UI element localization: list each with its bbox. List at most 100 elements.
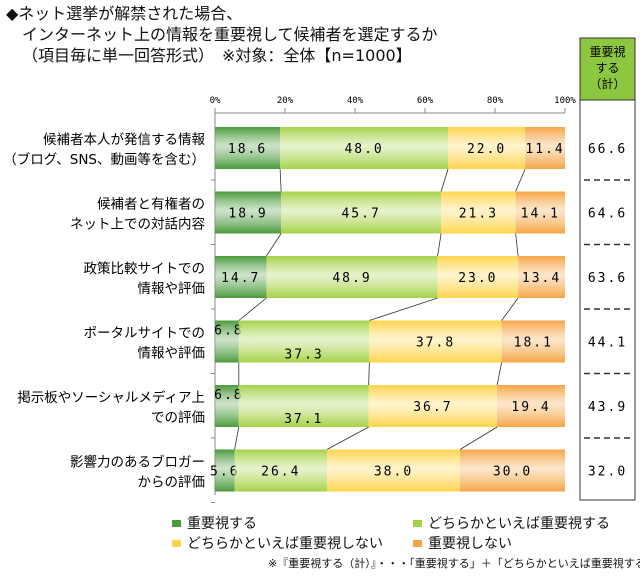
legend-item-2: どちらかといえば重要視しない [172,533,383,553]
chart-title-line-1: ◆ネット選挙が解禁された場合、 [6,4,243,23]
category-label: での評価 [151,410,205,426]
bar-segment [215,385,239,427]
data-label: 38.0 [374,465,413,480]
series-connector-line [515,233,519,257]
bar-segment [215,320,239,363]
total-value: 63.6 [588,271,627,286]
legend-label: 重要視する [187,516,257,532]
data-label: 45.7 [341,207,380,222]
category-label: 候補者と有権者の [97,196,205,213]
x-tick-label: 60% [417,96,434,106]
chart-title-line-2: インターネット上の情報を重要視して候補者を選定するか [22,25,438,44]
category-label: 情報や評価 [138,281,206,297]
x-tick-label: 0% [210,96,221,106]
legend-swatch [172,539,181,547]
bar-segment [448,127,526,169]
legend-swatch [413,519,422,527]
legend-item-1: どちらかといえば重要視する [413,513,610,533]
legend-item-3: 重要視しない [413,533,512,553]
category-label: ネット上での対話内容 [70,216,205,233]
series-connector-line [238,297,267,321]
data-label: 14.1 [521,207,560,222]
data-label: 36.7 [413,400,452,415]
series-connector-line [279,168,282,192]
total-value: 43.9 [588,400,627,415]
series-connector-line [326,426,369,450]
category-label: からの評価 [138,475,206,491]
bar-segment [281,191,442,234]
category-label: 掲示板やソーシャルメディア上 [17,389,205,406]
total-value: 44.1 [588,336,627,351]
series-connector-line [501,297,519,321]
bar-segment [515,191,565,234]
category-label: 候補者本人が発信する情報 [43,132,205,148]
series-connector-line [266,233,282,257]
data-label: 48.9 [332,271,371,286]
total-value: 64.6 [588,207,627,222]
x-tick-label: 20% [277,96,294,106]
bar-segment [238,320,370,363]
data-label: 21.3 [459,207,498,222]
legend-swatch [172,519,181,527]
data-label: 6.8 [214,324,243,339]
total-value: 66.6 [588,142,627,157]
legend-label: どちらかといえば重要視する [428,516,610,532]
data-label: 30.0 [493,465,532,480]
bar-segment [460,449,565,492]
data-label: 23.0 [458,271,497,286]
bar-segment [369,320,502,363]
bar-segment [280,127,449,169]
data-label: 18.6 [228,142,267,157]
series-connector-line [459,426,498,450]
bar-segment [497,385,565,427]
x-tick-label: 100% [554,96,576,106]
series-connector-line [515,168,526,192]
bar-segment [441,191,516,234]
legend-label: どちらかといえば重要視しない [187,536,383,552]
category-label: ポータルサイトでの [84,326,206,342]
bar-segment [368,385,498,427]
total-column-header-label: 重要視 [589,44,625,59]
x-tick-label: 80% [487,96,504,106]
bar-segment [266,256,438,298]
data-label: 48.0 [344,142,383,157]
bar-segment [518,256,565,298]
bar-segment [215,191,282,234]
data-label: 22.0 [467,142,506,157]
legend-swatch [413,539,422,547]
data-label: 37.8 [416,336,455,351]
bar-segment [215,256,267,298]
category-label: （ブログ、SNS、動画等を含む） [3,151,205,168]
bar-segment [327,449,460,492]
bar-segment [238,385,369,427]
bar-segment [234,449,327,492]
legend-item-0: 重要視する [172,513,257,533]
footnote: ※『重要視する（計）』・・・「重要視する」＋「どちらかといえば重要視する」 [268,557,640,570]
data-label: 26.4 [261,465,300,480]
chart-title-line-3: （項目毎に単一回答形式） ※対象：全体【n=1000】 [22,46,412,65]
x-tick-label: 40% [347,96,364,106]
category-label: 情報や評価 [138,346,206,362]
series-connector-line [440,168,449,192]
data-label: 14.7 [221,271,260,286]
data-label: 5.6 [210,465,239,480]
data-label: 11.4 [525,142,564,157]
data-label: 18.9 [228,207,267,222]
total-column-header-label: （計） [589,76,625,91]
bar-segment [437,256,519,298]
bar-segment [525,127,565,169]
total-column-box [579,99,636,501]
series-connector-line [496,362,503,386]
bar-segment [501,320,565,363]
total-value: 32.0 [588,465,627,480]
total-column-header-label: する [595,61,619,75]
data-label: 13.4 [522,271,561,286]
data-label: 6.8 [214,388,243,403]
data-label: 18.1 [514,336,553,351]
bar-segment [215,449,235,492]
bar-segment [215,127,281,169]
series-connector-line [369,297,438,321]
legend-label: 重要視しない [428,536,512,552]
